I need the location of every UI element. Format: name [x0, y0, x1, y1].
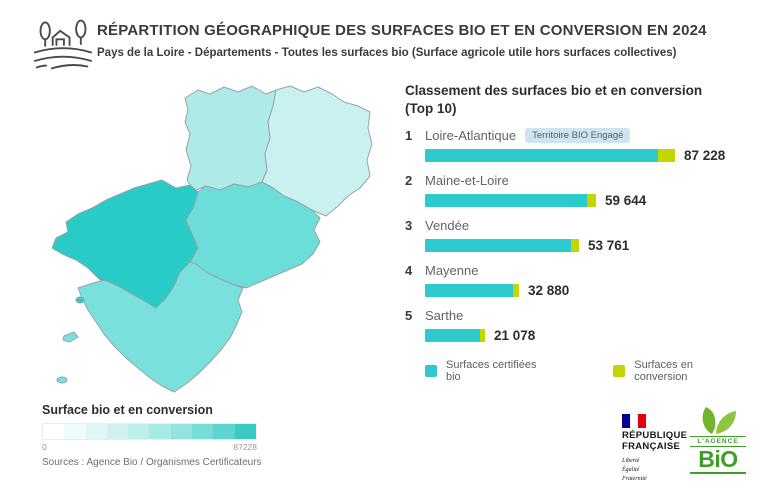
flag-white-stripe: [630, 414, 638, 428]
agence-bio-logo: L'AGENCE BiO: [690, 405, 746, 475]
conversion-swatch: [613, 365, 626, 378]
ranking-row: 4 Mayenne 32 880: [405, 262, 745, 298]
page-subtitle: Pays de la Loire - Départements - Toutes…: [97, 47, 677, 59]
ranking-row: 2 Maine-et-Loire 59 644: [405, 172, 745, 208]
bar-certified-bio: [425, 284, 519, 298]
republique-francaise-logo: RÉPUBLIQUE FRANÇAISE Liberté Égalité Fra…: [622, 414, 688, 484]
bar-conversion-segment: [586, 194, 596, 208]
bar-value: 87 228: [684, 148, 726, 164]
legend-item-conversion: Surfaces en conversion: [613, 359, 745, 383]
bar-chart-legend: Surfaces certifiées bio Surfaces en conv…: [425, 359, 745, 383]
scale-labels: 0 87228: [42, 442, 257, 452]
scale-min-label: 0: [42, 442, 47, 452]
rank-number: 4: [405, 263, 413, 279]
rank-number: 2: [405, 173, 413, 189]
ranking-row: 1 Loire-Atlantique Territoire BIO Engagé…: [405, 127, 745, 163]
leaves-icon: [702, 407, 736, 434]
map-region-sarthe[interactable]: [261, 85, 373, 217]
agence-bio-wordmark-main: BiO: [698, 446, 738, 472]
bar-certified-bio: [425, 149, 675, 163]
sources-note: Sources : Agence Bio / Organismes Certif…: [42, 457, 262, 468]
rf-logo-line2: FRANÇAISE: [622, 440, 681, 452]
bar-value: 53 761: [588, 238, 630, 254]
motto-egalite: Égalité: [622, 466, 640, 473]
bar-value: 32 880: [528, 283, 570, 299]
ranking-row: 5 Sarthe 21 078: [405, 307, 745, 343]
department-name: Vendée: [425, 218, 470, 234]
certified-bio-swatch: [425, 365, 437, 378]
page-title: RÉPARTITION GÉOGRAPHIQUE DES SURFACES BI…: [97, 22, 707, 39]
scale-legend-title: Surface bio et en conversion: [42, 403, 213, 417]
map-island: [75, 296, 85, 304]
territoire-bio-engage-badge: Territoire BIO Engagé: [525, 128, 631, 144]
rank-number: 5: [405, 308, 413, 324]
choropleth-map: [38, 80, 386, 402]
scale-gradient: [42, 423, 257, 440]
motto-liberte: Liberté: [622, 457, 640, 464]
bar-conversion-segment: [657, 149, 675, 163]
department-name: Loire-Atlantique: [425, 128, 517, 144]
ranking-row: 3 Vendée 53 761: [405, 217, 745, 253]
map-island: [62, 331, 79, 343]
bar-conversion-segment: [513, 284, 519, 298]
farm-fields-icon: [33, 19, 93, 70]
bar-certified-bio: [425, 329, 485, 343]
bar-certified-bio: [425, 194, 596, 208]
bar-conversion-segment: [479, 329, 485, 343]
scale-max-label: 87228: [233, 442, 257, 452]
rank-number: 1: [405, 128, 413, 144]
department-name: Maine-et-Loire: [425, 173, 509, 189]
map-region-mayenne[interactable]: [184, 85, 277, 192]
legend-label: Surfaces certifiées bio: [446, 359, 537, 384]
rf-motto: Liberté Égalité Fraternité: [622, 457, 686, 484]
department-name: Sarthe: [425, 308, 464, 324]
legend-label: Surfaces en conversion: [634, 359, 693, 384]
bar-certified-bio: [425, 239, 579, 253]
rank-number: 3: [405, 218, 413, 234]
map-region-vendee[interactable]: [77, 261, 244, 393]
rf-logo-line1: RÉPUBLIQUE: [622, 430, 688, 441]
agence-bio-wordmark-top: L'AGENCE: [690, 436, 746, 447]
ranking-title: Classement des surfaces bio et en conver…: [405, 83, 703, 116]
map-island: [56, 376, 68, 384]
flag-blue-stripe: [622, 414, 630, 428]
bar-conversion-segment: [571, 239, 579, 253]
bar-value: 59 644: [605, 193, 647, 209]
ranking-panel: Classement des surfaces bio et en conver…: [405, 82, 745, 383]
motto-fraternite: Fraternité: [622, 475, 647, 482]
department-name: Mayenne: [425, 263, 479, 279]
flag-red-stripe: [638, 414, 646, 428]
french-flag-icon: [622, 414, 646, 428]
bar-value: 21 078: [494, 328, 536, 344]
agence-bio-underline: [690, 472, 746, 475]
legend-item-certified-bio: Surfaces certifiées bio: [425, 359, 550, 383]
